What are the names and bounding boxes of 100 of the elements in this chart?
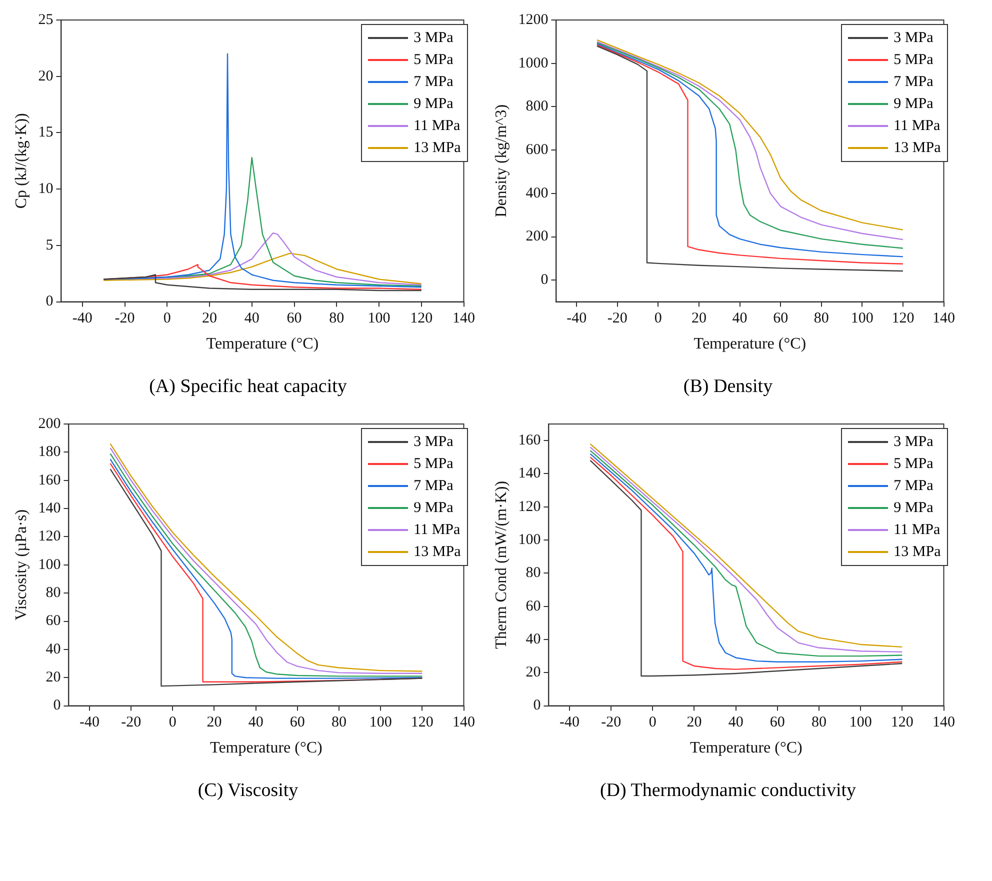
- legend-label: 3 MPa: [894, 30, 934, 46]
- legend-label: 9 MPa: [894, 500, 934, 516]
- x-tick-label: -20: [121, 714, 142, 731]
- x-tick-label: 60: [290, 714, 305, 731]
- y-tick-label: 1200: [518, 12, 548, 28]
- x-tick-label: 40: [244, 310, 260, 327]
- x-tick-label: 80: [329, 310, 344, 327]
- x-axis-title: Temperature (°C): [690, 740, 802, 757]
- x-tick-label: 40: [732, 310, 748, 327]
- y-tick-label: 20: [526, 664, 541, 681]
- legend-label: 3 MPa: [414, 30, 454, 46]
- x-tick-label: 120: [410, 310, 433, 327]
- y-tick-label: 80: [46, 585, 61, 602]
- y-tick-label: 80: [526, 565, 541, 582]
- text: (C) Viscosity: [196, 780, 300, 802]
- y-tick-label: 20: [46, 670, 61, 686]
- y-tick-label: 160: [38, 472, 61, 488]
- x-tick-label: 100: [368, 310, 390, 327]
- x-tick-label: 120: [892, 310, 914, 327]
- x-tick-label: 20: [206, 714, 222, 731]
- legend-label: 9 MPa: [414, 96, 454, 112]
- y-axis-title: Cp (kJ/(kg·K)): [12, 113, 30, 209]
- legend-label: 11 MPa: [414, 118, 460, 134]
- x-tick-label: -20: [601, 714, 622, 731]
- legend-label: 3 MPa: [894, 434, 934, 450]
- x-tick-label: 100: [849, 714, 872, 731]
- x-tick-label: 100: [850, 310, 874, 327]
- x-tick-label: -40: [559, 714, 580, 731]
- y-tick-label: 20: [38, 68, 54, 84]
- y-tick-label: 1000: [518, 55, 548, 72]
- y-axis-title: Density (kg/m^3): [492, 104, 510, 218]
- x-tick-label: -20: [114, 310, 135, 327]
- y-tick-label: 0: [46, 294, 54, 310]
- x-tick-label: 140: [452, 714, 475, 731]
- text: (B) Density: [682, 376, 774, 398]
- y-tick-label: 140: [518, 466, 541, 482]
- y-tick-label: 180: [38, 444, 61, 460]
- x-tick-label: 20: [691, 310, 706, 327]
- x-tick-label: 120: [890, 714, 914, 731]
- legend-label: 5 MPa: [894, 52, 934, 68]
- legend-label: 13 MPa: [414, 544, 461, 560]
- legend-label: 7 MPa: [894, 74, 934, 90]
- y-tick-label: 25: [38, 12, 54, 28]
- x-tick-label: 80: [814, 310, 829, 327]
- legend-label: 5 MPa: [414, 52, 454, 68]
- legend-label: 13 MPa: [894, 544, 941, 560]
- legend-label: 11 MPa: [894, 522, 940, 538]
- text: (A) Specific heat capacity: [148, 376, 348, 398]
- y-tick-label: 120: [518, 498, 541, 515]
- x-tick-label: 0: [654, 310, 662, 327]
- legend-label: 7 MPa: [414, 74, 454, 90]
- y-tick-label: 160: [518, 432, 541, 449]
- legend-label: 13 MPa: [894, 140, 941, 156]
- y-axis-title: Viscosity (µPa·s): [12, 509, 30, 620]
- x-tick-label: 140: [932, 310, 955, 327]
- y-tick-label: 140: [38, 500, 61, 516]
- legend-label: 11 MPa: [414, 522, 460, 538]
- y-tick-label: 0: [53, 698, 61, 714]
- y-tick-label: 200: [526, 228, 548, 245]
- y-tick-label: 400: [526, 185, 548, 202]
- x-tick-label: 20: [686, 714, 702, 731]
- y-tick-label: 10: [38, 181, 54, 198]
- x-tick-label: 0: [163, 310, 171, 327]
- legend-label: 13 MPa: [414, 140, 461, 156]
- y-tick-label: 40: [46, 641, 61, 658]
- text: (D) Thermodynamic conductivity: [598, 780, 858, 802]
- legend-label: 5 MPa: [894, 456, 934, 472]
- x-axis-title: Temperature (°C): [210, 740, 322, 757]
- x-tick-label: 40: [248, 714, 264, 731]
- legend-label: 9 MPa: [414, 500, 454, 516]
- y-tick-label: 40: [526, 631, 541, 648]
- x-tick-label: 0: [648, 714, 656, 731]
- legend-label: 11 MPa: [894, 118, 940, 134]
- x-tick-label: -40: [79, 714, 100, 731]
- legend-label: 5 MPa: [414, 456, 454, 472]
- y-tick-label: 800: [526, 98, 548, 115]
- y-tick-label: 5: [46, 237, 54, 254]
- x-tick-label: 140: [932, 714, 955, 731]
- x-axis-title: Temperature (°C): [694, 336, 806, 353]
- x-tick-label: 0: [168, 714, 176, 731]
- x-tick-label: -40: [72, 310, 92, 327]
- x-tick-label: 60: [773, 310, 788, 327]
- y-tick-label: 200: [38, 416, 61, 432]
- y-tick-label: 100: [38, 556, 61, 573]
- x-tick-label: 100: [369, 714, 392, 731]
- x-tick-label: 60: [286, 310, 302, 327]
- x-tick-label: 120: [410, 714, 434, 731]
- legend-label: 3 MPa: [414, 434, 454, 450]
- y-tick-label: 600: [526, 142, 548, 158]
- legend-label: 7 MPa: [894, 478, 934, 494]
- x-tick-label: 20: [202, 310, 218, 327]
- x-tick-label: 140: [452, 310, 475, 327]
- x-axis-title: Temperature (°C): [206, 336, 319, 353]
- y-tick-label: 100: [518, 532, 541, 548]
- x-tick-label: -40: [566, 310, 587, 327]
- y-tick-label: 15: [38, 124, 54, 141]
- legend-label: 9 MPa: [894, 96, 934, 112]
- y-tick-label: 60: [526, 598, 541, 614]
- x-tick-label: 60: [770, 714, 785, 731]
- x-tick-label: 40: [728, 714, 744, 731]
